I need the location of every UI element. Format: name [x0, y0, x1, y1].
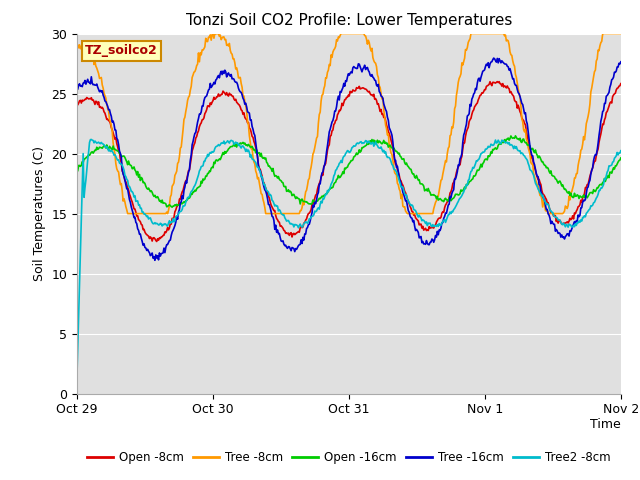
Open -16cm [170, 203, 178, 209]
Open -16cm [511, 133, 519, 139]
X-axis label: Time: Time [590, 418, 621, 431]
Tree -8cm [209, 31, 217, 36]
Tree2 -8cm [170, 219, 178, 225]
Tree -16cm [617, 59, 625, 65]
Tree -8cm [438, 177, 445, 182]
Tree2 -8cm [437, 223, 445, 228]
Open -8cm [394, 169, 402, 175]
Tree -16cm [490, 55, 497, 61]
Tree2 -8cm [394, 174, 402, 180]
Open -8cm [617, 81, 625, 86]
Line: Open -16cm: Open -16cm [77, 136, 621, 207]
Tree -8cm [396, 186, 403, 192]
Tree -16cm [320, 164, 328, 170]
Tree2 -8cm [483, 145, 491, 151]
Tree2 -8cm [73, 379, 81, 384]
Open -16cm [617, 155, 625, 161]
Open -16cm [394, 151, 402, 156]
Tree -8cm [214, 31, 222, 36]
Open -16cm [214, 158, 221, 164]
Open -16cm [483, 157, 491, 163]
Tree -16cm [214, 74, 221, 80]
Tree -8cm [73, 47, 81, 53]
Tree2 -8cm [617, 148, 625, 154]
Tree -16cm [437, 225, 445, 231]
Legend: Open -8cm, Tree -8cm, Open -16cm, Tree -16cm, Tree2 -8cm: Open -8cm, Tree -8cm, Open -16cm, Tree -… [82, 446, 616, 469]
Open -8cm [495, 79, 503, 84]
Line: Open -8cm: Open -8cm [77, 82, 621, 241]
Title: Tonzi Soil CO2 Profile: Lower Temperatures: Tonzi Soil CO2 Profile: Lower Temperatur… [186, 13, 512, 28]
Tree2 -8cm [214, 143, 221, 149]
Open -16cm [73, 168, 81, 174]
Line: Tree -8cm: Tree -8cm [77, 34, 621, 214]
Tree -8cm [321, 83, 328, 89]
Tree -8cm [124, 211, 131, 216]
Line: Tree2 -8cm: Tree2 -8cm [77, 140, 621, 382]
Tree2 -8cm [320, 196, 328, 202]
Open -16cm [320, 192, 328, 198]
Open -16cm [437, 197, 445, 203]
Tree -8cm [617, 31, 625, 36]
Tree -16cm [483, 63, 491, 69]
Tree -8cm [170, 180, 178, 186]
Open -8cm [170, 215, 178, 220]
Tree -16cm [73, 86, 81, 92]
Open -8cm [437, 215, 445, 220]
Tree2 -8cm [88, 137, 95, 143]
Open -16cm [168, 204, 176, 210]
Y-axis label: Soil Temperatures (C): Soil Temperatures (C) [33, 146, 45, 281]
Open -8cm [153, 239, 161, 244]
Text: TZ_soilco2: TZ_soilco2 [85, 44, 157, 58]
Open -8cm [73, 101, 81, 107]
Tree -8cm [484, 31, 492, 36]
Tree -16cm [394, 169, 402, 175]
Line: Tree -16cm: Tree -16cm [77, 58, 621, 260]
Tree -16cm [151, 257, 159, 263]
Tree -16cm [170, 225, 178, 231]
Open -8cm [483, 83, 491, 89]
Open -8cm [320, 164, 328, 169]
Open -8cm [214, 94, 221, 100]
